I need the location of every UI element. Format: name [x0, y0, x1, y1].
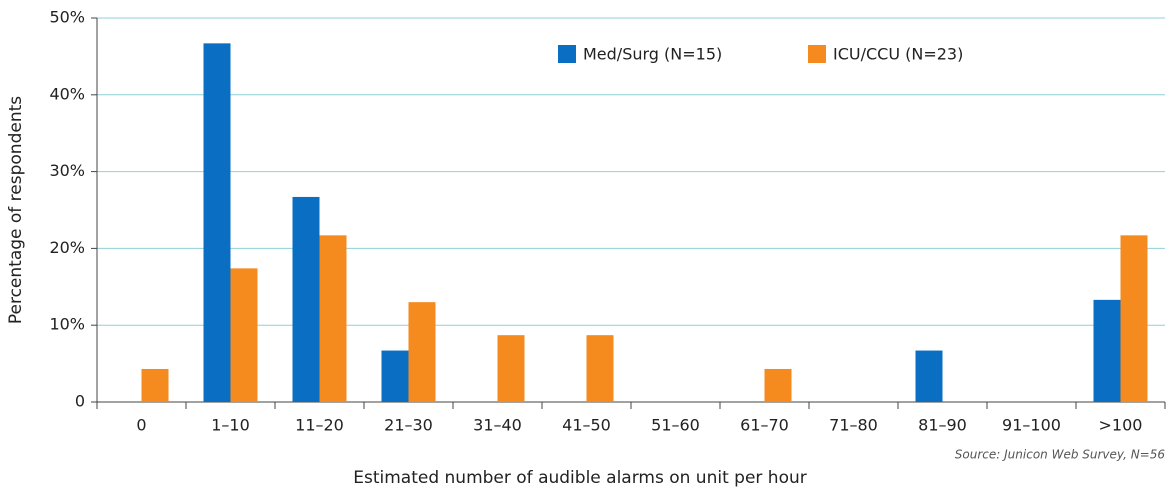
x-tick-label: 41–50 — [562, 416, 611, 435]
legend-swatch — [558, 45, 576, 63]
bar — [1093, 299, 1121, 402]
bar — [915, 350, 943, 402]
bar — [764, 368, 792, 402]
x-tick-label: 11–20 — [295, 416, 344, 435]
source-note: Source: Junicon Web Survey, N=56 — [955, 448, 1166, 462]
x-axis-label: Estimated number of audible alarms on un… — [353, 468, 806, 488]
bar — [230, 268, 258, 402]
y-tick-label: 40% — [49, 84, 85, 103]
legend-label: Med/Surg (N=15) — [583, 45, 722, 64]
x-tick-label: 61–70 — [740, 416, 789, 435]
y-tick-label: 50% — [49, 8, 85, 27]
x-tick-label: 51–60 — [651, 416, 700, 435]
bar — [141, 368, 169, 402]
x-tick-label: 91–100 — [1002, 416, 1061, 435]
x-tick-label: 0 — [136, 416, 146, 435]
x-tick-label: 21–30 — [384, 416, 433, 435]
bar — [586, 335, 614, 402]
x-tick-label: 71–80 — [829, 416, 878, 435]
y-tick-label: 0 — [75, 392, 85, 411]
x-tick-label: 1–10 — [211, 416, 250, 435]
y-tick-label: 20% — [49, 238, 85, 257]
y-tick-label: 10% — [49, 315, 85, 334]
bar — [203, 43, 231, 403]
legend-swatch — [808, 45, 826, 63]
bar — [292, 196, 320, 402]
x-tick-label: >100 — [1099, 416, 1143, 435]
bar — [497, 335, 525, 402]
legend-label: ICU/CCU (N=23) — [833, 45, 963, 64]
bar — [319, 235, 347, 402]
x-tick-label: 31–40 — [473, 416, 522, 435]
bar — [1120, 235, 1148, 402]
bar — [408, 302, 436, 402]
bar — [381, 350, 409, 402]
y-tick-label: 30% — [49, 161, 85, 180]
y-axis-label: Percentage of respondents — [6, 96, 26, 324]
x-tick-label: 81–90 — [918, 416, 967, 435]
